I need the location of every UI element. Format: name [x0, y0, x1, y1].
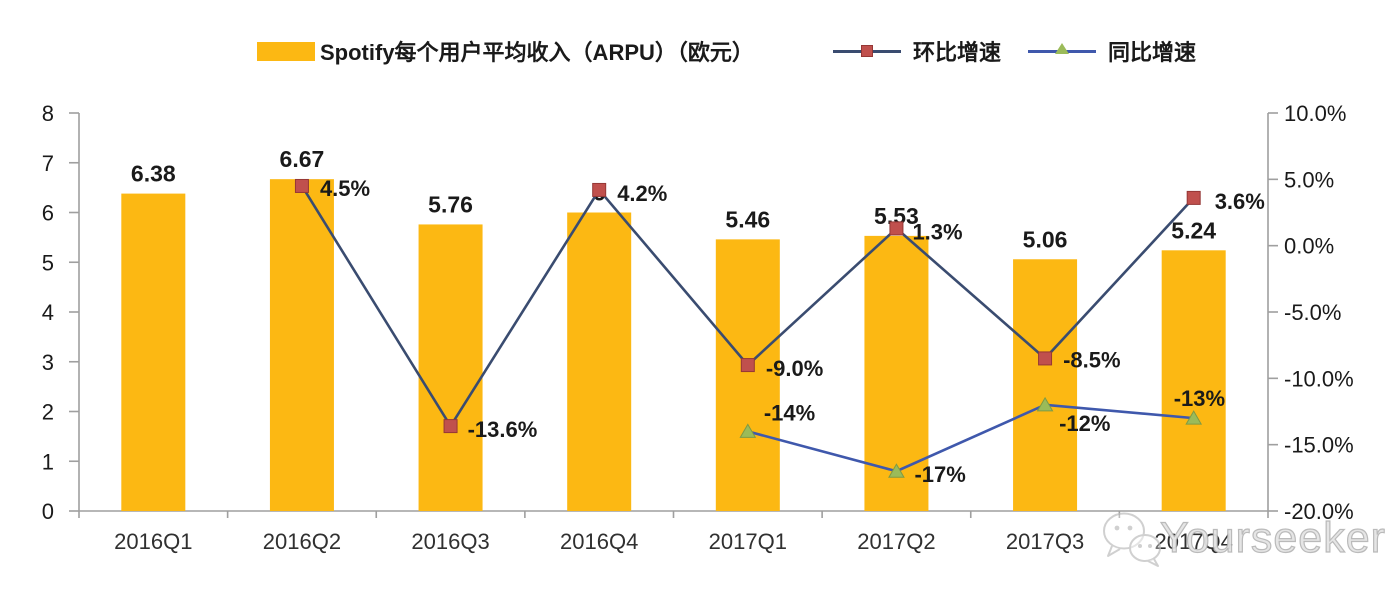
square-marker-icon	[740, 358, 755, 373]
triangle-marker-icon	[1036, 396, 1054, 412]
line-triangle-swatch-icon	[1028, 42, 1096, 54]
legend-item-qoq: 环比增速	[833, 36, 1001, 66]
point-value-label: -14%	[764, 400, 815, 425]
x-axis-category-label: 2016Q4	[560, 529, 638, 554]
bar-value-label: 6.67	[280, 146, 325, 172]
left-axis-tick-label: 7	[42, 151, 54, 176]
arpu-bar	[418, 224, 483, 511]
right-axis-tick-label: -15.0%	[1284, 433, 1354, 458]
triangle-marker-icon	[739, 423, 757, 438]
left-axis-tick-label: 1	[42, 449, 54, 474]
left-axis-tick-label: 0	[42, 499, 54, 524]
x-axis-category-label: 2017Q2	[857, 529, 935, 554]
square-marker-icon	[294, 178, 309, 193]
left-axis-tick-label: 3	[42, 350, 54, 375]
square-marker-icon	[1038, 351, 1053, 366]
triangle-marker-icon	[1055, 42, 1069, 54]
square-marker-icon	[1186, 190, 1201, 205]
legend-label-arpu: Spotify每个用户平均收入（ARPU）（欧元）	[320, 40, 754, 65]
arpu-bar	[121, 193, 186, 511]
x-axis-category-label: 2017Q3	[1006, 529, 1084, 554]
right-axis-tick-label: -20.0%	[1284, 499, 1354, 524]
legend-item-yoy: 同比增速	[1028, 36, 1196, 66]
x-axis-category-label: 2016Q3	[411, 529, 489, 554]
legend-label-qoq: 环比增速	[913, 40, 1002, 65]
left-axis-tick-label: 4	[42, 300, 54, 325]
right-axis-tick-label: 5.0%	[1284, 167, 1334, 192]
legend-item-arpu: Spotify每个用户平均收入（ARPU）（欧元）	[257, 36, 754, 66]
point-value-label: -13%	[1174, 386, 1225, 411]
left-axis-tick-label: 6	[42, 201, 54, 226]
square-marker-icon	[592, 182, 607, 197]
point-value-label: -9.0%	[766, 356, 823, 381]
point-value-label: 1.3%	[912, 219, 962, 244]
bar-swatch-icon	[257, 41, 315, 61]
arpu-bar	[269, 179, 334, 512]
square-marker-icon	[443, 419, 458, 434]
bar-value-label: 5.76	[428, 191, 473, 217]
同比增速-line	[747, 403, 1194, 473]
right-axis-tick-label: 0.0%	[1284, 234, 1334, 259]
right-axis-tick-label: -10.0%	[1284, 366, 1354, 391]
x-axis-category-label: 2016Q2	[263, 529, 341, 554]
bar-value-label: 6.38	[131, 161, 176, 187]
point-value-label: -17%	[914, 462, 965, 487]
point-value-label: 4.5%	[320, 176, 370, 201]
left-axis-tick-label: 2	[42, 400, 54, 425]
left-axis-tick-label: 8	[42, 101, 54, 126]
triangle-marker-icon	[1185, 410, 1203, 425]
square-marker-icon	[889, 221, 904, 236]
point-value-label: 4.2%	[617, 181, 667, 206]
arpu-bar	[1013, 259, 1078, 511]
bar-value-label: 5.24	[1171, 217, 1216, 243]
x-axis-category-label: 2016Q1	[114, 529, 192, 554]
point-value-label: -12%	[1059, 411, 1110, 436]
bar-value-label: 5.46	[725, 206, 770, 232]
left-axis-tick-label: 5	[42, 250, 54, 275]
legend-label-yoy: 同比增速	[1108, 40, 1197, 65]
point-value-label: -8.5%	[1063, 347, 1120, 372]
square-marker-icon	[861, 44, 873, 57]
line-square-swatch-icon	[833, 44, 901, 57]
right-axis-tick-label: -5.0%	[1284, 300, 1341, 325]
point-value-label: -13.6%	[468, 417, 538, 442]
arpu-bar	[1161, 250, 1226, 511]
right-axis-tick-label: 10.0%	[1284, 101, 1346, 126]
bar-value-label: 5.06	[1023, 226, 1068, 252]
point-value-label: 3.6%	[1215, 189, 1265, 214]
triangle-marker-icon	[888, 463, 905, 478]
arpu-bar	[567, 212, 632, 511]
arpu-bar	[715, 239, 780, 512]
x-axis-category-label: 2017Q1	[709, 529, 787, 554]
x-axis-category-label: 2017Q4	[1155, 529, 1233, 554]
